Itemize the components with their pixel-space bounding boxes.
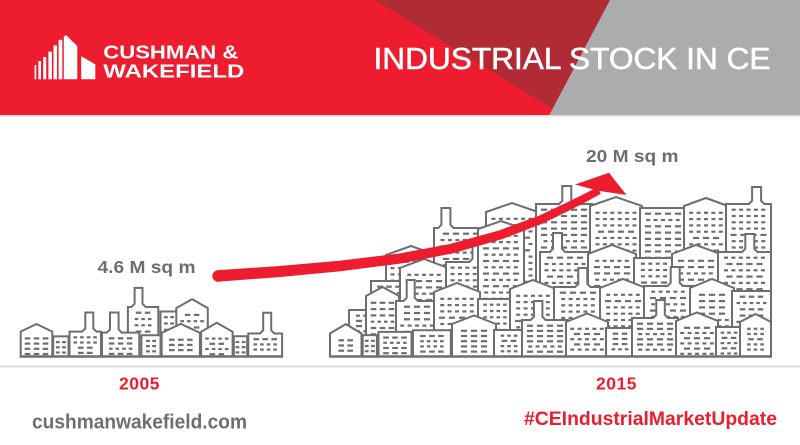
svg-text:4.6 M sq m: 4.6 M sq m [98,257,196,277]
svg-text:INDUSTRIAL STOCK IN CE: INDUSTRIAL STOCK IN CE [374,43,771,76]
svg-text:2005: 2005 [119,373,160,393]
svg-text:20 M sq m: 20 M sq m [586,146,679,166]
svg-text:cushmanwakefield.com: cushmanwakefield.com [32,410,247,433]
svg-text:WAKEFIELD: WAKEFIELD [103,61,244,81]
svg-text:CUSHMAN &: CUSHMAN & [103,43,238,63]
svg-text:2015: 2015 [596,373,637,393]
svg-text:#CEIndustrialMarketUpdate: #CEIndustrialMarketUpdate [524,408,777,430]
